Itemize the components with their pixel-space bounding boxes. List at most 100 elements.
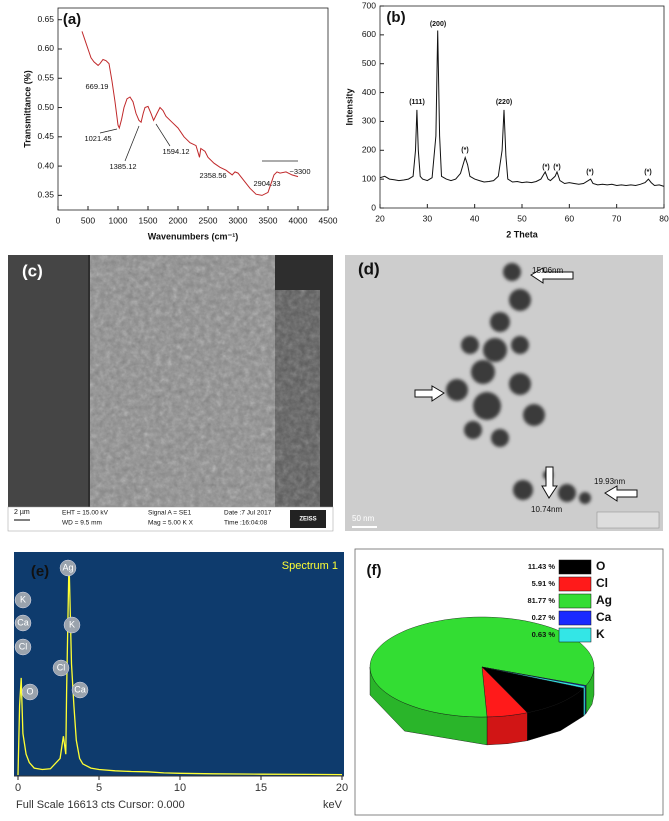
y-tick-label: 0.45 <box>37 131 54 141</box>
x-axis-title: keV <box>323 799 343 811</box>
y-tick-label: 0.35 <box>37 190 54 200</box>
legend-value: 0.27 % <box>532 613 556 622</box>
sem-info: Date :7 Jul 2017 <box>224 510 272 517</box>
sem-texture <box>90 255 275 507</box>
legend-value: 81.77 % <box>527 596 555 605</box>
x-tick-label: 0 <box>15 782 21 794</box>
annotation: (200) <box>430 21 446 28</box>
element-marker <box>21 683 39 701</box>
x-tick-label: 10 <box>174 782 186 794</box>
leader <box>124 125 140 162</box>
x-tick-label: 0 <box>56 215 61 225</box>
pie-sides <box>369 666 595 746</box>
x-tick-label: 60 <box>565 213 575 223</box>
x-tick-label: 70 <box>612 213 622 223</box>
annotation: (*) <box>461 147 468 154</box>
x-tick-label: 30 <box>423 213 433 223</box>
legend-label: Ag <box>596 593 612 607</box>
x-tick-label: 4500 <box>319 215 338 225</box>
sem-info: Time :16:04:08 <box>224 520 268 527</box>
leaders-a <box>99 123 298 162</box>
element-marker <box>63 616 81 634</box>
legend-swatch <box>558 593 592 609</box>
legend-swatch <box>558 610 592 626</box>
annotation: Cl <box>57 662 66 672</box>
annotation: (*) <box>542 164 549 171</box>
x-tick-label: 40 <box>470 213 480 223</box>
x-tick-label: 20 <box>336 782 348 794</box>
arrows <box>414 267 638 502</box>
sem-info: Signal A = SE1 <box>148 510 192 517</box>
y-tick-label: 0.65 <box>37 14 54 24</box>
y-axis-title: Transmittance (%) <box>22 70 32 148</box>
y-tick-label: 0.40 <box>37 160 54 170</box>
particle <box>464 421 482 439</box>
y-tick-label: 300 <box>362 116 376 126</box>
legend-swatch <box>558 559 592 575</box>
panel-label: (c) <box>22 261 43 280</box>
particle <box>490 312 510 332</box>
pie-slice <box>481 666 528 718</box>
sem-info: WD = 9.5 mm <box>62 520 102 527</box>
logo: ZEISS <box>299 517 316 523</box>
x-tick-label: 4000 <box>289 215 308 225</box>
x-tick-label: 20 <box>375 213 385 223</box>
annotation: 1594.12 <box>162 147 189 156</box>
x-tick-label: 3000 <box>229 215 248 225</box>
element-marker <box>52 659 70 677</box>
pie-tops <box>369 616 595 718</box>
arrow <box>604 485 638 502</box>
legend-label: Ca <box>596 610 612 624</box>
annotation: 2358.56 <box>199 171 226 180</box>
arrow <box>414 385 445 402</box>
particle <box>558 484 576 502</box>
series-line <box>17 559 343 776</box>
annotation: (220) <box>496 99 512 106</box>
legend-value: 11.43 % <box>528 562 555 571</box>
y-tick-label: 500 <box>362 58 376 68</box>
legend-swatch <box>558 576 592 592</box>
x-tick-label: 500 <box>81 215 95 225</box>
x-tick-label: 5 <box>96 782 102 794</box>
particle <box>523 404 545 426</box>
x-tick-label: 80 <box>659 213 669 223</box>
annotation: Ca <box>74 684 86 694</box>
tem-image: (d) 15.06nm 19.93nm 10.74nm 50 nm <box>345 255 663 531</box>
pie-side <box>486 712 528 746</box>
annotation: 1021.45 <box>84 134 111 143</box>
y-tick-label: 0 <box>371 202 376 212</box>
x-axis-title: Wavenumbers (cm⁻¹) <box>148 231 238 241</box>
annotation: Ag <box>62 562 73 572</box>
particle-size: 15.06nm <box>532 266 563 275</box>
particle <box>491 429 509 447</box>
y-tick-label: 0.55 <box>37 73 54 83</box>
sem-texture <box>275 290 320 507</box>
panel-label: (b) <box>386 9 405 26</box>
particle <box>509 373 531 395</box>
legend-label: O <box>596 559 605 573</box>
annotation: K <box>69 619 75 629</box>
annotation: Ca <box>17 617 29 627</box>
y-axis-title: Intensity <box>344 88 354 125</box>
scale-bar <box>352 526 377 528</box>
sem-image: (c) 2 µm EHT = 15.00 kV WD = 9.5 mm Sign… <box>7 255 334 532</box>
tem-background <box>345 255 663 531</box>
particle-size: 10.74nm <box>531 505 562 514</box>
y-tick-label: 400 <box>362 87 376 97</box>
y-tick-label: 0.50 <box>37 102 54 112</box>
annotation: O <box>26 686 33 696</box>
y-tick-label: 200 <box>362 145 376 155</box>
pie-slice <box>481 666 584 713</box>
logo-box <box>290 510 326 528</box>
element-marker <box>14 591 32 609</box>
annotation: (*) <box>553 164 560 171</box>
annotation: (*) <box>644 169 651 176</box>
legend-swatch <box>558 627 592 643</box>
particle <box>471 360 495 384</box>
particle <box>483 338 507 362</box>
y-tick-label: 100 <box>362 173 376 183</box>
legend-label: K <box>596 627 605 641</box>
x-tick-label: 1500 <box>139 215 158 225</box>
leader <box>155 123 171 147</box>
